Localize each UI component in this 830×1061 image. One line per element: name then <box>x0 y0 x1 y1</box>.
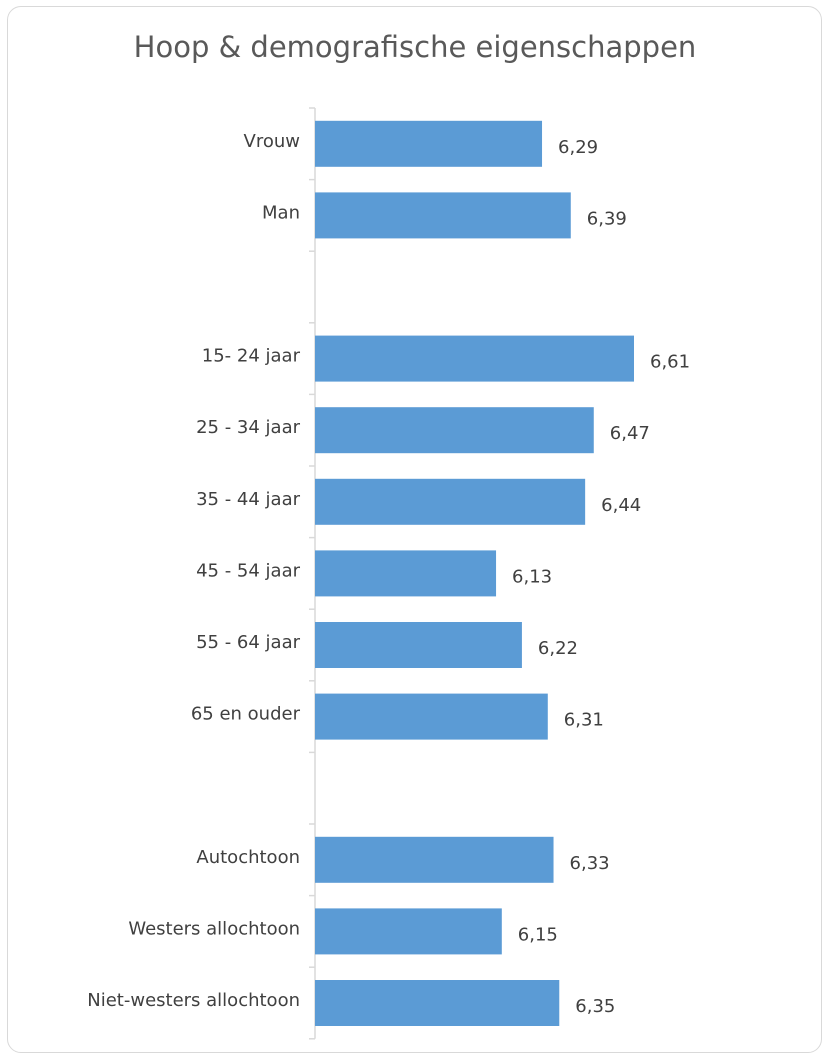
value-label: 6,29 <box>558 137 598 158</box>
bar <box>315 836 554 883</box>
bar <box>315 622 522 668</box>
category-label: Autochtoon <box>196 847 300 868</box>
value-label: 6,31 <box>564 710 604 731</box>
bar <box>315 120 543 167</box>
category-label: 65 en ouder <box>191 704 301 725</box>
category-label: 35 - 44 jaar <box>196 489 301 510</box>
category-label: Westers allochtoon <box>128 918 300 939</box>
bar <box>315 478 586 525</box>
value-label: 6,22 <box>538 638 578 659</box>
category-label: 45 - 54 jaar <box>196 560 301 581</box>
category-label: Niet-westers allochtoon <box>87 990 300 1011</box>
value-label: 6,33 <box>570 853 610 874</box>
bar <box>315 693 548 740</box>
bar <box>315 980 560 1026</box>
bar <box>315 407 594 454</box>
value-label: 6,47 <box>610 423 650 444</box>
category-label: Man <box>262 202 300 223</box>
value-label: 6,13 <box>512 566 552 587</box>
value-label: 6,39 <box>587 208 627 229</box>
category-label: 25 - 34 jaar <box>196 417 301 438</box>
value-label: 6,35 <box>575 996 615 1017</box>
value-label: 6,44 <box>601 495 641 516</box>
bar <box>315 192 571 239</box>
bar <box>315 908 502 955</box>
chart-title: Hoop & demografische eigenschappen <box>133 30 697 64</box>
category-label: 15- 24 jaar <box>202 346 301 367</box>
bar <box>315 550 497 597</box>
value-label: 6,15 <box>518 924 558 945</box>
category-label: Vrouw <box>244 131 300 152</box>
bar <box>315 335 634 382</box>
value-label: 6,61 <box>650 352 690 373</box>
category-label: 55 - 64 jaar <box>196 632 301 653</box>
